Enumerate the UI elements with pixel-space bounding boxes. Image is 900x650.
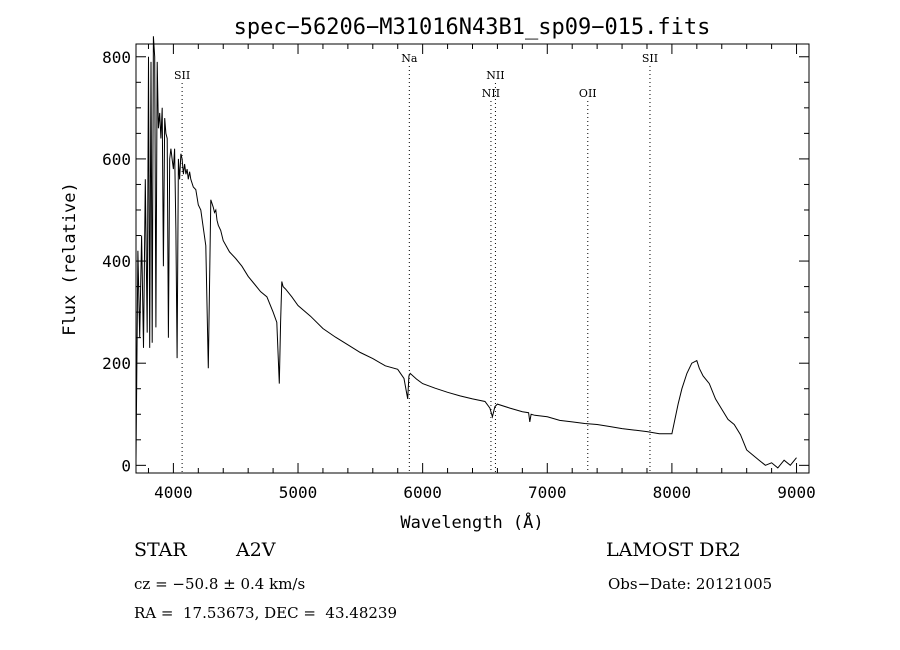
y-axis-label: Flux (relative) [60, 182, 80, 336]
x-tick-label: 5000 [279, 483, 318, 502]
x-tick-label: 8000 [653, 483, 692, 502]
y-tick-label: 400 [102, 252, 131, 271]
sky-coordinates: RA = 17.53673, DEC = 43.48239 [134, 604, 398, 622]
line-annotations: SII Na NII NII OII SII [174, 52, 658, 473]
chart-title: spec−56206−M31016N43B1_sp09−015.fits [234, 15, 711, 40]
x-axis-label: Wavelength (Å) [400, 511, 543, 533]
plot-frame [135, 43, 810, 474]
x-axis: 4000 5000 6000 7000 8000 9000 [147, 44, 816, 502]
survey-name: LAMOST DR2 [606, 539, 741, 561]
x-tick-label: 7000 [528, 483, 567, 502]
x-tick-label: 6000 [403, 483, 442, 502]
line-marker-label: OII [579, 87, 597, 100]
x-tick-label: 9000 [777, 483, 816, 502]
x-tick-label: 4000 [154, 483, 193, 502]
line-marker-label: SII [642, 52, 658, 65]
redshift-value: cz = −50.8 ± 0.4 km/s [134, 575, 306, 593]
line-marker-label: SII [174, 69, 190, 82]
object-subclass: A2V [236, 539, 276, 561]
y-tick-label: 0 [121, 456, 131, 475]
observation-date: Obs−Date: 20121005 [608, 575, 773, 593]
object-class: STAR [134, 539, 187, 561]
spectrum-line [135, 36, 797, 469]
line-marker-label: Na [401, 52, 418, 65]
y-tick-label: 200 [102, 354, 131, 373]
y-tick-label: 600 [102, 150, 131, 169]
y-axis: 0 200 400 600 800 [102, 48, 809, 475]
line-marker-label: NII [482, 87, 500, 100]
line-marker-label: NII [486, 69, 504, 82]
y-tick-label: 800 [102, 48, 131, 67]
